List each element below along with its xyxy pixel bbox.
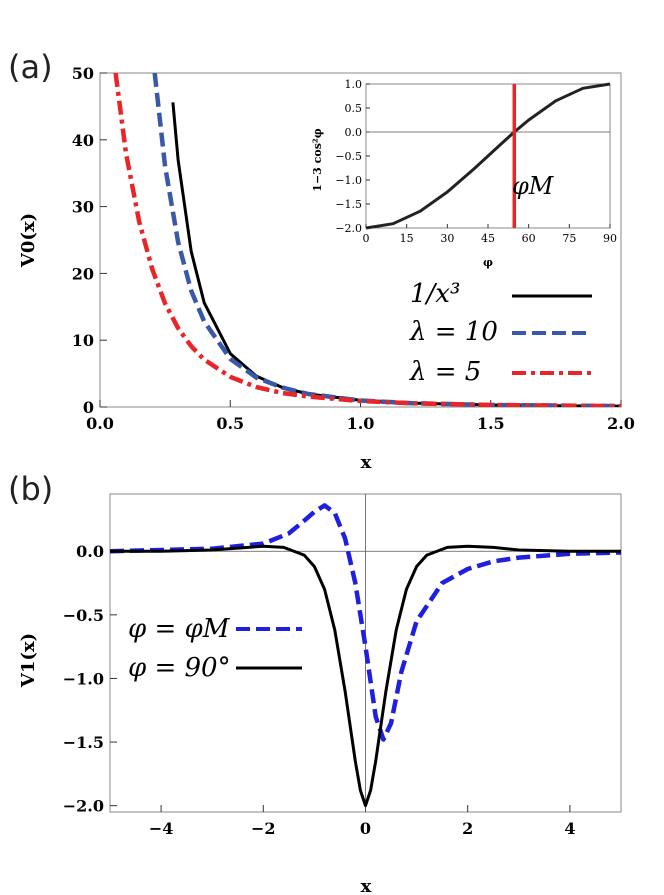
panel-a-ytick-label: 10 bbox=[72, 331, 94, 350]
inset-xtick-label: 15 bbox=[400, 232, 414, 245]
inset-ytick-label: −1.0 bbox=[335, 174, 362, 187]
panel-a-xtick-label: 0.5 bbox=[216, 414, 244, 433]
inset-xtick-label: 30 bbox=[440, 232, 454, 245]
inset-xtick-label: 45 bbox=[481, 232, 495, 245]
panel-b-ytick-label: 0.0 bbox=[76, 542, 104, 561]
panel-a-ytick-label: 30 bbox=[72, 198, 94, 217]
legend-a-2-label: λ = 10 bbox=[409, 317, 498, 347]
inset-xlabel: φ bbox=[483, 256, 493, 269]
panel-b-ytick-label: −1.0 bbox=[63, 669, 104, 688]
panel-a-xtick-label: 0.0 bbox=[86, 414, 114, 433]
panel-b-label: (b) bbox=[8, 470, 53, 508]
panel-b-ytick-label: −1.5 bbox=[63, 733, 104, 752]
inset-ytick-label: 0.5 bbox=[345, 102, 363, 115]
legend-a-3-label: λ = 5 bbox=[409, 357, 481, 387]
panel-b-series-2 bbox=[110, 544, 621, 808]
panel-a-ytick-label: 20 bbox=[72, 264, 94, 283]
panel-b-xtick-label: −2 bbox=[251, 819, 276, 838]
legend-b-2-label: φ = 90° bbox=[128, 653, 231, 683]
inset-curve bbox=[365, 82, 611, 230]
panel-b-series-1 bbox=[109, 503, 622, 742]
panel-a-ytick-label: 40 bbox=[72, 131, 94, 150]
inset-annotation-phiM: φM bbox=[512, 172, 555, 200]
panel-b-ytick-label: −0.5 bbox=[63, 606, 104, 625]
inset-xtick-label: 60 bbox=[522, 232, 536, 245]
panel-a-label: (a) bbox=[8, 48, 53, 86]
panel-a-xtick-label: 1.5 bbox=[477, 414, 505, 433]
panel-a-ytick-label: 50 bbox=[72, 64, 94, 83]
panel-b-xtick-label: 2 bbox=[462, 819, 473, 838]
legend-a-1-label: 1/x³ bbox=[410, 279, 460, 309]
panel-b-xlabel: x bbox=[361, 876, 372, 895]
panel-b-ytick-label: −2.0 bbox=[63, 797, 104, 816]
inset-ytick-label: 1.0 bbox=[345, 78, 363, 91]
panel-a-legend: 1/x³ λ = 10 λ = 5 bbox=[409, 279, 592, 387]
panel-a-xlabel: x bbox=[361, 452, 372, 473]
panel-a-xtick-label: 2.0 bbox=[607, 414, 635, 433]
inset-ytick-label: −1.5 bbox=[335, 198, 362, 211]
panel-b-xtick-label: −4 bbox=[149, 819, 174, 838]
panel-a-plot: 0.0 0.5 1.0 1.5 2.0 0 10 20 30 40 50 x V0(x) bbox=[18, 64, 635, 473]
inset-ytick-label: −0.5 bbox=[335, 150, 362, 163]
panel-a-series-3 bbox=[113, 73, 621, 407]
inset-ylabel: 1−3 cos²φ bbox=[311, 128, 324, 191]
inset-ytick-label: 0.0 bbox=[345, 126, 363, 139]
inset-xtick-label: 90 bbox=[603, 232, 617, 245]
panel-a-ytick-label: 0 bbox=[83, 398, 94, 417]
panel-b-ylabel: V1(x) bbox=[18, 633, 39, 688]
inset-xtick-label: 0 bbox=[363, 232, 370, 245]
inset-xtick-label: 75 bbox=[562, 232, 576, 245]
panel-b-xtick-label: 4 bbox=[564, 819, 575, 838]
panel-b-xtick-label: 0 bbox=[360, 819, 371, 838]
panel-a-xtick-label: 1.0 bbox=[347, 414, 375, 433]
inset-plot: 0 15 30 45 60 75 90 1.0 0.5 0.0 −0.5 −1.0 −1.5 −2.0 φ… bbox=[311, 78, 617, 269]
legend-b-1-label: φ = φM bbox=[128, 614, 231, 644]
panel-b-legend: φ = φM φ = 90° bbox=[128, 614, 302, 683]
panel-b-plot: −4 −2 0 2 4 0.0 −0.5 −1.0 −1.5 −2.0 x V1(x) bbox=[18, 493, 622, 895]
panel-a-series-2 bbox=[152, 73, 621, 407]
panel-a-ylabel: V0(x) bbox=[18, 213, 39, 268]
inset-ytick-label: −2.0 bbox=[335, 222, 362, 235]
